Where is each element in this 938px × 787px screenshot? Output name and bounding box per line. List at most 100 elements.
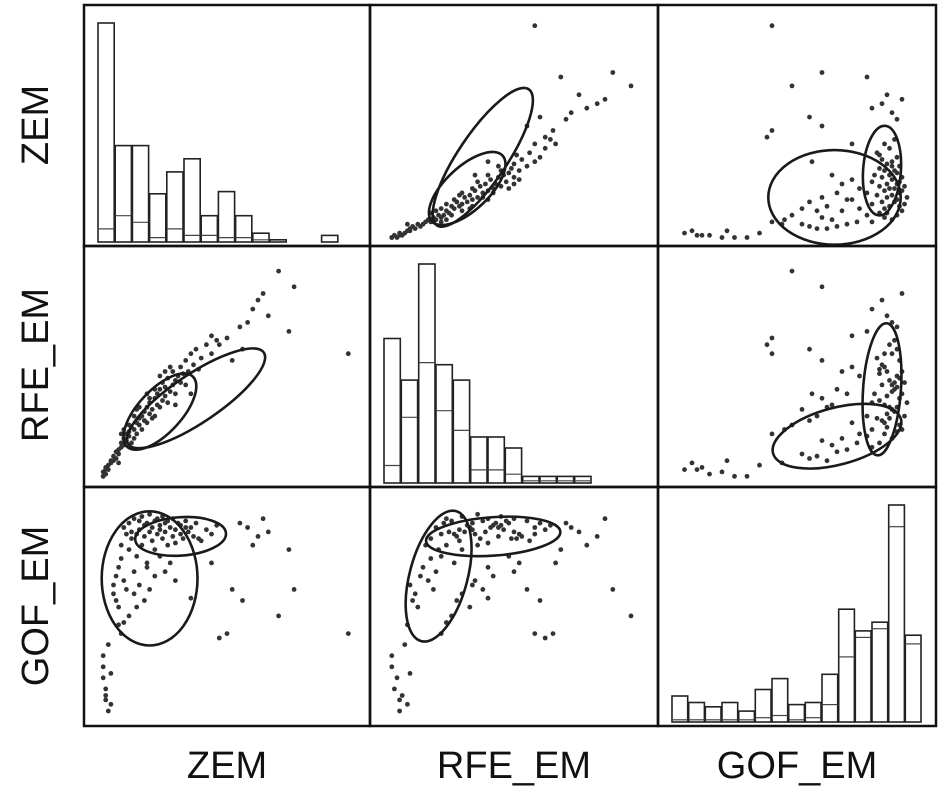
scatter-point <box>470 520 475 526</box>
scatter-point <box>542 635 548 641</box>
scatter-point <box>121 578 127 583</box>
scatter-point <box>819 70 825 75</box>
histogram-bar <box>469 436 488 484</box>
scatter-point <box>844 197 850 203</box>
scatter-point <box>694 467 700 472</box>
concentration-ellipse <box>100 510 199 647</box>
scatter-point <box>869 179 875 185</box>
histogram-bar <box>837 608 856 723</box>
scatter-point <box>844 221 850 227</box>
scatter-point <box>410 224 415 229</box>
scatter-point <box>849 177 855 183</box>
scatter-point <box>188 351 194 357</box>
scatter-point <box>291 284 297 290</box>
scatter-point <box>157 527 163 533</box>
scatter-point <box>485 564 491 570</box>
scatter-point <box>459 547 465 552</box>
scatter-point <box>519 534 525 539</box>
histogram-bar <box>183 158 202 243</box>
scatter-point <box>834 190 840 196</box>
scatter-point <box>475 542 480 548</box>
col-label-3: GOF_EM <box>717 745 877 787</box>
scatter-point <box>511 174 517 180</box>
histogram-bar <box>573 475 592 484</box>
scatter-point <box>480 518 486 524</box>
scatter-point <box>899 96 905 102</box>
scatter-point <box>902 380 907 385</box>
scatter-point <box>532 141 538 147</box>
histogram-bar <box>131 144 150 243</box>
histogram-bar <box>383 337 402 484</box>
scatter-point <box>116 460 121 466</box>
scatter-point <box>475 179 480 185</box>
scatter-point <box>142 534 147 539</box>
scatter-point <box>245 525 251 530</box>
scatter-point <box>152 547 158 552</box>
scatter-point <box>152 573 158 579</box>
scatter-point <box>462 529 467 535</box>
scatter-point <box>459 190 465 196</box>
histogram-bar <box>400 379 419 484</box>
histogram-bar <box>904 634 922 723</box>
scatter-point <box>118 556 124 561</box>
scatter-point <box>405 221 410 227</box>
scatter-point <box>265 529 271 535</box>
scatter-point <box>139 427 145 432</box>
scatter-point <box>260 291 266 296</box>
scatter-point <box>470 186 475 191</box>
scatter-point <box>126 613 132 619</box>
scatter-point <box>216 635 222 641</box>
panel-frame <box>368 485 660 728</box>
scatter-point <box>472 531 478 537</box>
scatter-point <box>744 473 750 479</box>
scatter-point <box>819 215 825 220</box>
scatter-point <box>496 163 501 169</box>
scatter-point <box>131 591 137 597</box>
col-label-2: RFE_EM <box>437 745 591 787</box>
scatter-point <box>884 181 890 187</box>
col-label-1: ZEM <box>187 745 267 787</box>
scatter-point <box>824 203 830 209</box>
histogram-bar <box>435 363 454 484</box>
scatter-point <box>121 620 127 625</box>
scatter-point <box>537 598 543 603</box>
scatter-point <box>628 613 634 619</box>
concentration-ellipse <box>427 150 507 227</box>
histogram-bar <box>871 621 889 723</box>
scatter-point <box>209 351 214 357</box>
scatter-point <box>889 163 895 169</box>
scatter-point <box>147 395 153 401</box>
concentration-ellipse <box>861 124 903 217</box>
scatter-point <box>100 653 106 659</box>
scatter-point <box>814 453 820 459</box>
scatter-point <box>892 337 897 343</box>
scatter-point <box>167 560 173 566</box>
scatter-point <box>480 587 486 592</box>
scatter-point <box>807 224 812 229</box>
scatter-point <box>100 675 106 681</box>
scatter-point <box>887 186 892 191</box>
scatter-point <box>144 564 150 570</box>
scatter-point <box>882 431 887 437</box>
concentration-ellipse <box>767 148 902 246</box>
scatter-point <box>459 201 465 207</box>
scatter-point <box>864 74 870 80</box>
scatter-point <box>602 96 608 102</box>
scatter-point <box>524 518 530 524</box>
scatter-point <box>457 538 462 544</box>
scatter-point <box>188 525 194 530</box>
scatter-point <box>501 527 506 533</box>
scatter-point <box>558 74 564 80</box>
scatter-point <box>584 105 590 111</box>
panel-gof-em-vs-rfe-em <box>368 485 660 728</box>
scatter-point <box>470 197 475 203</box>
scatter-point <box>511 161 517 167</box>
scatter-point <box>769 335 775 341</box>
histogram-bar <box>504 447 523 484</box>
scatter-point <box>682 467 687 472</box>
scatter-point <box>418 573 423 579</box>
scatter-point <box>879 101 885 107</box>
scatter-point <box>105 642 111 647</box>
scatter-point <box>105 467 111 472</box>
